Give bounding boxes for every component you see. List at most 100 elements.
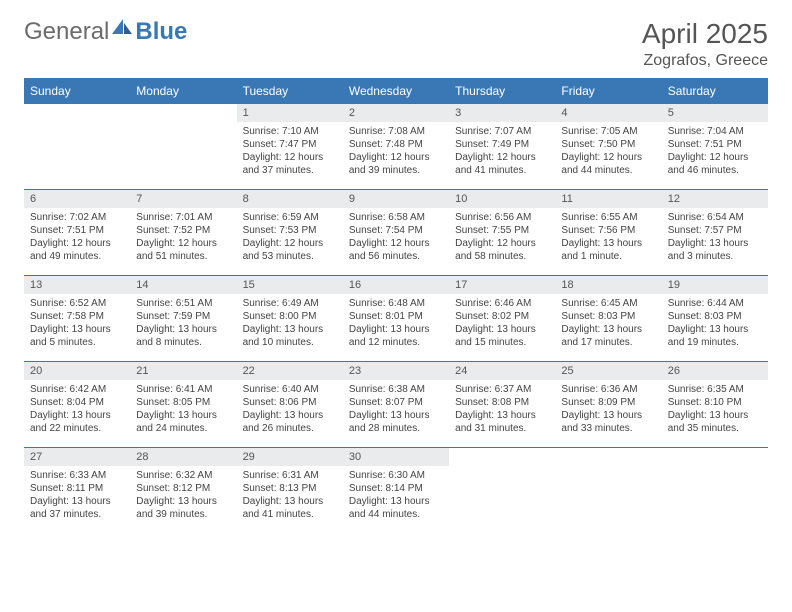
day-number: 17 xyxy=(449,276,555,294)
day-body: Sunrise: 6:52 AMSunset: 7:58 PMDaylight:… xyxy=(24,294,130,355)
day-number: 10 xyxy=(449,190,555,208)
daylight-line: Daylight: 12 hours and 39 minutes. xyxy=(349,151,443,177)
day-header: Saturday xyxy=(662,79,768,103)
sunset-line: Sunset: 7:51 PM xyxy=(668,138,762,151)
daylight-line: Daylight: 13 hours and 26 minutes. xyxy=(243,409,337,435)
sunset-line: Sunset: 7:58 PM xyxy=(30,310,124,323)
daylight-line: Daylight: 13 hours and 17 minutes. xyxy=(561,323,655,349)
day-number: 2 xyxy=(343,104,449,122)
day-cell: 11Sunrise: 6:55 AMSunset: 7:56 PMDayligh… xyxy=(555,189,661,275)
sunset-line: Sunset: 8:11 PM xyxy=(30,482,124,495)
day-header: Thursday xyxy=(449,79,555,103)
daylight-line: Daylight: 13 hours and 12 minutes. xyxy=(349,323,443,349)
daylight-line: Daylight: 13 hours and 5 minutes. xyxy=(30,323,124,349)
sunrise-line: Sunrise: 6:31 AM xyxy=(243,469,337,482)
day-cell: 12Sunrise: 6:54 AMSunset: 7:57 PMDayligh… xyxy=(662,189,768,275)
sunrise-line: Sunrise: 6:52 AM xyxy=(30,297,124,310)
daylight-line: Daylight: 13 hours and 24 minutes. xyxy=(136,409,230,435)
sunset-line: Sunset: 8:06 PM xyxy=(243,396,337,409)
day-number: 5 xyxy=(662,104,768,122)
day-cell: 30Sunrise: 6:30 AMSunset: 8:14 PMDayligh… xyxy=(343,447,449,533)
sunset-line: Sunset: 8:02 PM xyxy=(455,310,549,323)
sunrise-line: Sunrise: 7:08 AM xyxy=(349,125,443,138)
day-cell: 9Sunrise: 6:58 AMSunset: 7:54 PMDaylight… xyxy=(343,189,449,275)
sunrise-line: Sunrise: 6:44 AM xyxy=(668,297,762,310)
day-cell: 14Sunrise: 6:51 AMSunset: 7:59 PMDayligh… xyxy=(130,275,236,361)
day-cell: 4Sunrise: 7:05 AMSunset: 7:50 PMDaylight… xyxy=(555,103,661,189)
day-number: 6 xyxy=(24,190,130,208)
daylight-line: Daylight: 12 hours and 44 minutes. xyxy=(561,151,655,177)
sunrise-line: Sunrise: 6:37 AM xyxy=(455,383,549,396)
daylight-line: Daylight: 13 hours and 44 minutes. xyxy=(349,495,443,521)
daylight-line: Daylight: 13 hours and 37 minutes. xyxy=(30,495,124,521)
sunset-line: Sunset: 7:59 PM xyxy=(136,310,230,323)
day-cell: 13Sunrise: 6:52 AMSunset: 7:58 PMDayligh… xyxy=(24,275,130,361)
day-cell: 17Sunrise: 6:46 AMSunset: 8:02 PMDayligh… xyxy=(449,275,555,361)
day-number: 1 xyxy=(237,104,343,122)
daylight-line: Daylight: 13 hours and 39 minutes. xyxy=(136,495,230,521)
day-body: Sunrise: 6:42 AMSunset: 8:04 PMDaylight:… xyxy=(24,380,130,441)
day-number: 13 xyxy=(24,276,130,294)
day-body: Sunrise: 6:38 AMSunset: 8:07 PMDaylight:… xyxy=(343,380,449,441)
daylight-line: Daylight: 13 hours and 3 minutes. xyxy=(668,237,762,263)
sunrise-line: Sunrise: 6:38 AM xyxy=(349,383,443,396)
sunrise-line: Sunrise: 6:40 AM xyxy=(243,383,337,396)
sunset-line: Sunset: 8:04 PM xyxy=(30,396,124,409)
day-body: Sunrise: 6:44 AMSunset: 8:03 PMDaylight:… xyxy=(662,294,768,355)
day-cell: 1Sunrise: 7:10 AMSunset: 7:47 PMDaylight… xyxy=(237,103,343,189)
logo-sail-icon xyxy=(111,17,133,35)
day-body: Sunrise: 7:01 AMSunset: 7:52 PMDaylight:… xyxy=(130,208,236,269)
sunset-line: Sunset: 7:52 PM xyxy=(136,224,230,237)
calendar-grid: SundayMondayTuesdayWednesdayThursdayFrid… xyxy=(24,78,768,533)
sunset-line: Sunset: 8:14 PM xyxy=(349,482,443,495)
day-cell: 23Sunrise: 6:38 AMSunset: 8:07 PMDayligh… xyxy=(343,361,449,447)
day-cell: 6Sunrise: 7:02 AMSunset: 7:51 PMDaylight… xyxy=(24,189,130,275)
sunset-line: Sunset: 8:00 PM xyxy=(243,310,337,323)
day-cell: 20Sunrise: 6:42 AMSunset: 8:04 PMDayligh… xyxy=(24,361,130,447)
day-cell: 25Sunrise: 6:36 AMSunset: 8:09 PMDayligh… xyxy=(555,361,661,447)
daylight-line: Daylight: 13 hours and 35 minutes. xyxy=(668,409,762,435)
day-cell: 29Sunrise: 6:31 AMSunset: 8:13 PMDayligh… xyxy=(237,447,343,533)
day-body: Sunrise: 6:36 AMSunset: 8:09 PMDaylight:… xyxy=(555,380,661,441)
day-cell: 27Sunrise: 6:33 AMSunset: 8:11 PMDayligh… xyxy=(24,447,130,533)
sunrise-line: Sunrise: 6:45 AM xyxy=(561,297,655,310)
daylight-line: Daylight: 12 hours and 53 minutes. xyxy=(243,237,337,263)
day-body: Sunrise: 7:10 AMSunset: 7:47 PMDaylight:… xyxy=(237,122,343,183)
daylight-line: Daylight: 12 hours and 58 minutes. xyxy=(455,237,549,263)
day-body: Sunrise: 6:32 AMSunset: 8:12 PMDaylight:… xyxy=(130,466,236,527)
sunset-line: Sunset: 7:48 PM xyxy=(349,138,443,151)
sunrise-line: Sunrise: 7:07 AM xyxy=(455,125,549,138)
daylight-line: Daylight: 13 hours and 31 minutes. xyxy=(455,409,549,435)
sunrise-line: Sunrise: 7:04 AM xyxy=(668,125,762,138)
day-header: Tuesday xyxy=(237,79,343,103)
sunrise-line: Sunrise: 6:51 AM xyxy=(136,297,230,310)
day-body: Sunrise: 6:58 AMSunset: 7:54 PMDaylight:… xyxy=(343,208,449,269)
day-cell: 28Sunrise: 6:32 AMSunset: 8:12 PMDayligh… xyxy=(130,447,236,533)
day-header: Sunday xyxy=(24,79,130,103)
day-number: 26 xyxy=(662,362,768,380)
sunset-line: Sunset: 8:07 PM xyxy=(349,396,443,409)
sunrise-line: Sunrise: 6:41 AM xyxy=(136,383,230,396)
day-number: 3 xyxy=(449,104,555,122)
day-cell: 5Sunrise: 7:04 AMSunset: 7:51 PMDaylight… xyxy=(662,103,768,189)
day-number: 21 xyxy=(130,362,236,380)
day-number: 14 xyxy=(130,276,236,294)
day-number: 9 xyxy=(343,190,449,208)
day-body: Sunrise: 6:49 AMSunset: 8:00 PMDaylight:… xyxy=(237,294,343,355)
sunset-line: Sunset: 8:13 PM xyxy=(243,482,337,495)
sunset-line: Sunset: 7:56 PM xyxy=(561,224,655,237)
page-title: April 2025 xyxy=(642,18,768,50)
sunrise-line: Sunrise: 6:58 AM xyxy=(349,211,443,224)
day-cell: 15Sunrise: 6:49 AMSunset: 8:00 PMDayligh… xyxy=(237,275,343,361)
sunset-line: Sunset: 7:53 PM xyxy=(243,224,337,237)
daylight-line: Daylight: 12 hours and 37 minutes. xyxy=(243,151,337,177)
sunrise-line: Sunrise: 6:48 AM xyxy=(349,297,443,310)
sunset-line: Sunset: 8:09 PM xyxy=(561,396,655,409)
day-number: 7 xyxy=(130,190,236,208)
brand-part2: Blue xyxy=(135,18,187,46)
sunrise-line: Sunrise: 6:35 AM xyxy=(668,383,762,396)
day-number: 27 xyxy=(24,448,130,466)
day-body: Sunrise: 6:54 AMSunset: 7:57 PMDaylight:… xyxy=(662,208,768,269)
day-cell: 21Sunrise: 6:41 AMSunset: 8:05 PMDayligh… xyxy=(130,361,236,447)
day-header: Friday xyxy=(555,79,661,103)
